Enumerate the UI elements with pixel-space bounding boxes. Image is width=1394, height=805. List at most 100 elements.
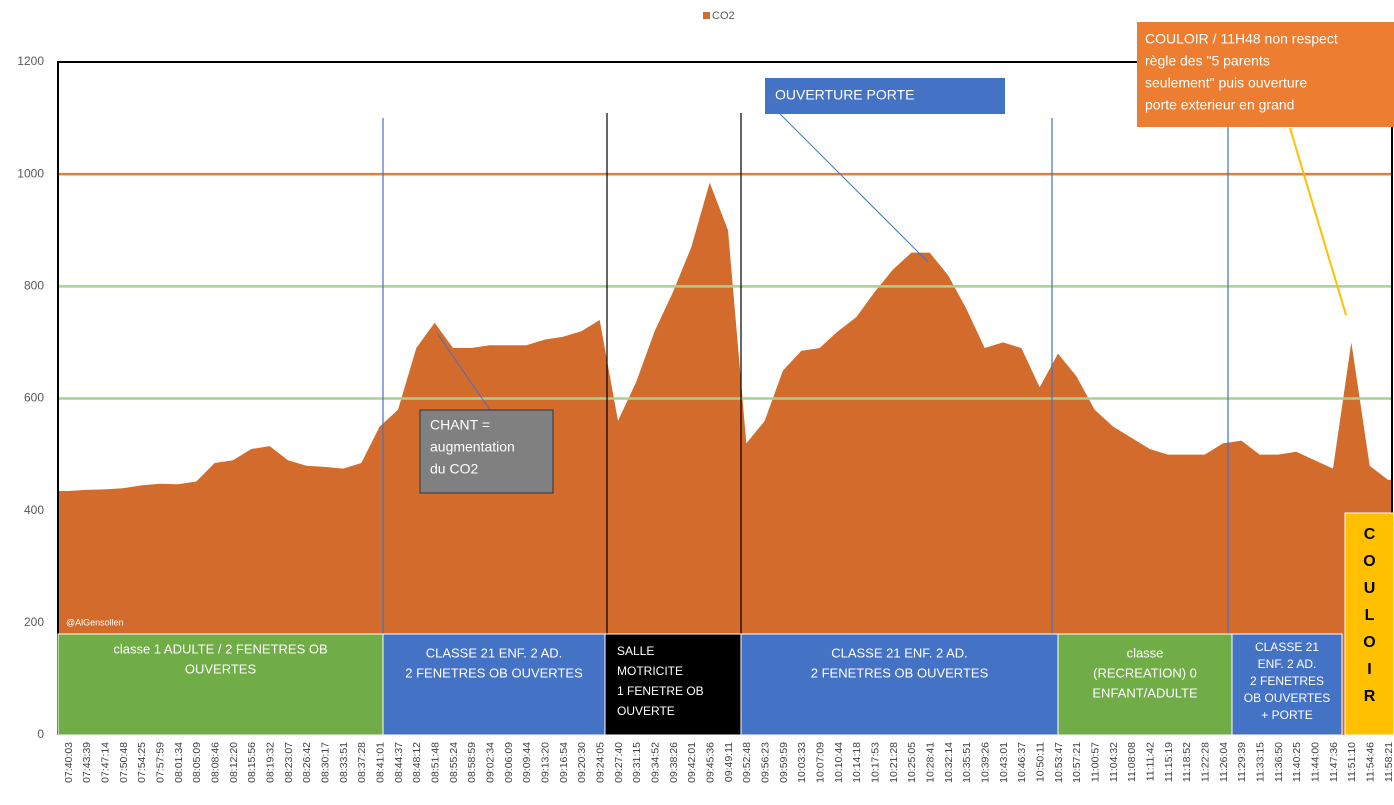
- x-tick-label: 11:40:25: [1291, 742, 1303, 782]
- zone-label: 1 FENETRE OB: [617, 684, 704, 698]
- x-tick-label: 10:32:14: [943, 742, 955, 783]
- x-tick-label: 09:34:52: [649, 742, 661, 783]
- x-tick-label: 11:18:52: [1181, 742, 1193, 782]
- x-tick-label: 08:01:34: [173, 742, 185, 783]
- x-tick-label: 11:47:36: [1328, 742, 1340, 782]
- x-tick-label: 09:20:30: [576, 742, 588, 783]
- x-tick-label: 11:51:10: [1346, 742, 1358, 782]
- x-tick-label: 10:57:21: [1071, 742, 1083, 783]
- x-tick-label: 09:59:59: [778, 742, 790, 783]
- x-tick-label: 10:07:09: [814, 742, 826, 783]
- x-tick-label: 09:42:01: [686, 742, 698, 783]
- zone-label: R: [1364, 688, 1376, 705]
- zone-label: + PORTE: [1261, 708, 1312, 722]
- x-tick-label: 11:33:15: [1254, 742, 1266, 782]
- x-tick-label: 08:33:51: [338, 742, 350, 783]
- x-tick-label: 09:16:54: [558, 742, 570, 783]
- x-tick-label: 10:25:05: [906, 742, 918, 783]
- x-tick-label: 08:51:48: [429, 742, 441, 783]
- x-tick-label: 10:17:53: [869, 742, 881, 783]
- callout-text: du CO2: [430, 461, 478, 477]
- x-tick-label: 11:00:57: [1089, 742, 1101, 782]
- zone-label: I: [1367, 661, 1371, 678]
- zone-label: CLASSE 21 ENF. 2 AD.: [426, 645, 563, 660]
- arrow: [779, 113, 929, 263]
- x-tick-label: 09:45:36: [704, 742, 716, 783]
- x-tick-label: 08:26:42: [301, 742, 313, 783]
- x-tick-label: 11:36:50: [1273, 742, 1285, 782]
- x-tick-label: 08:41:01: [374, 742, 386, 783]
- x-tick-label: 09:27:40: [613, 742, 625, 783]
- x-tick-label: 10:21:28: [888, 742, 900, 783]
- x-tick-label: 10:39:26: [979, 742, 991, 783]
- x-tick-label: 08:58:59: [466, 742, 478, 783]
- x-tick-label: 10:43:01: [998, 742, 1010, 783]
- plot-frame: [57, 61, 1393, 735]
- x-tick-label: 08:08:46: [209, 742, 221, 783]
- x-tick-label: 08:44:37: [393, 742, 405, 783]
- x-tick-label: 07:54:25: [136, 742, 148, 783]
- x-tick-label: 10:46:37: [1016, 742, 1028, 783]
- x-tick-label: 10:10:44: [833, 742, 845, 783]
- x-tick-label: 08:30:17: [319, 742, 331, 783]
- x-tick-label: 08:19:32: [264, 742, 276, 783]
- x-tick-label: 07:47:14: [99, 742, 111, 783]
- x-tick-label: 08:15:56: [246, 742, 258, 783]
- zone-label: O: [1363, 553, 1375, 570]
- callout-text: OUVERTURE PORTE: [775, 87, 915, 103]
- x-tick-label: 09:02:34: [484, 742, 496, 783]
- x-tick-label: 10:14:18: [851, 742, 863, 783]
- zone-label: ENF. 2 AD.: [1258, 657, 1317, 671]
- callout-box: [419, 409, 554, 494]
- callout-text: augmentation: [430, 439, 515, 455]
- zone-label: OUVERTE: [617, 704, 675, 718]
- arrow: [1289, 127, 1347, 316]
- zone-label: OB OUVERTES: [1244, 691, 1330, 705]
- zone-box: [604, 633, 742, 736]
- x-tick-label: 10:53:47: [1053, 742, 1065, 783]
- x-tick-label: 07:40:03: [63, 742, 75, 783]
- x-tick-label: 08:23:07: [283, 742, 295, 783]
- y-tick-label: 200: [24, 615, 44, 629]
- x-tick-label: 11:29:39: [1236, 742, 1248, 782]
- callout-text: CHANT =: [430, 417, 490, 433]
- x-tick-label: 09:24:05: [594, 742, 606, 783]
- zone-label: 2 FENETRES OB OUVERTES: [405, 665, 583, 680]
- x-tick-label: 09:06:09: [503, 742, 515, 783]
- zone-label: C: [1364, 526, 1376, 543]
- x-tick-label: 11:08:08: [1126, 742, 1138, 782]
- arrow: [436, 332, 491, 411]
- zone-label: classe: [1127, 645, 1164, 660]
- x-tick-label: 11:15:19: [1163, 742, 1175, 782]
- x-tick-label: 11:04:32: [1108, 742, 1120, 782]
- y-tick-label: 1200: [17, 54, 44, 68]
- x-tick-label: 09:13:20: [539, 742, 551, 783]
- y-tick-label: 400: [24, 503, 44, 517]
- x-tick-label: 08:37:28: [356, 742, 368, 783]
- x-tick-label: 08:12:20: [228, 742, 240, 783]
- x-tick-label: 11:22:28: [1199, 742, 1211, 782]
- x-tick-label: 11:44:00: [1309, 742, 1321, 782]
- zone-label: classe 1 ADULTE / 2 FENETRES OB: [113, 641, 327, 656]
- callout-box: [1137, 22, 1394, 127]
- zone-box: [1231, 633, 1343, 736]
- x-tick-label: 09:38:26: [668, 742, 680, 783]
- zone-label: CLASSE 21 ENF. 2 AD.: [831, 645, 968, 660]
- x-tick-label: 10:28:41: [924, 742, 936, 783]
- zone-label: 2 FENETRES OB OUVERTES: [811, 665, 989, 680]
- x-tick-label: 07:57:59: [154, 742, 166, 783]
- x-tick-label: 10:50:11: [1034, 742, 1046, 782]
- x-tick-label: 09:52:48: [741, 742, 753, 783]
- zone-label: OUVERTES: [185, 661, 257, 676]
- x-tick-label: 09:31:15: [631, 742, 643, 783]
- x-tick-label: 08:48:12: [411, 742, 423, 783]
- x-tick-label: 09:09:44: [521, 742, 533, 783]
- zone-box: [382, 633, 606, 736]
- zone-label: O: [1363, 634, 1375, 651]
- zone-label: 2 FENETRES: [1250, 674, 1324, 688]
- x-tick-label: 07:43:39: [81, 742, 93, 783]
- watermark: @AlGensollen: [66, 617, 124, 627]
- y-tick-label: 1000: [17, 166, 44, 180]
- zone-label: L: [1365, 607, 1375, 624]
